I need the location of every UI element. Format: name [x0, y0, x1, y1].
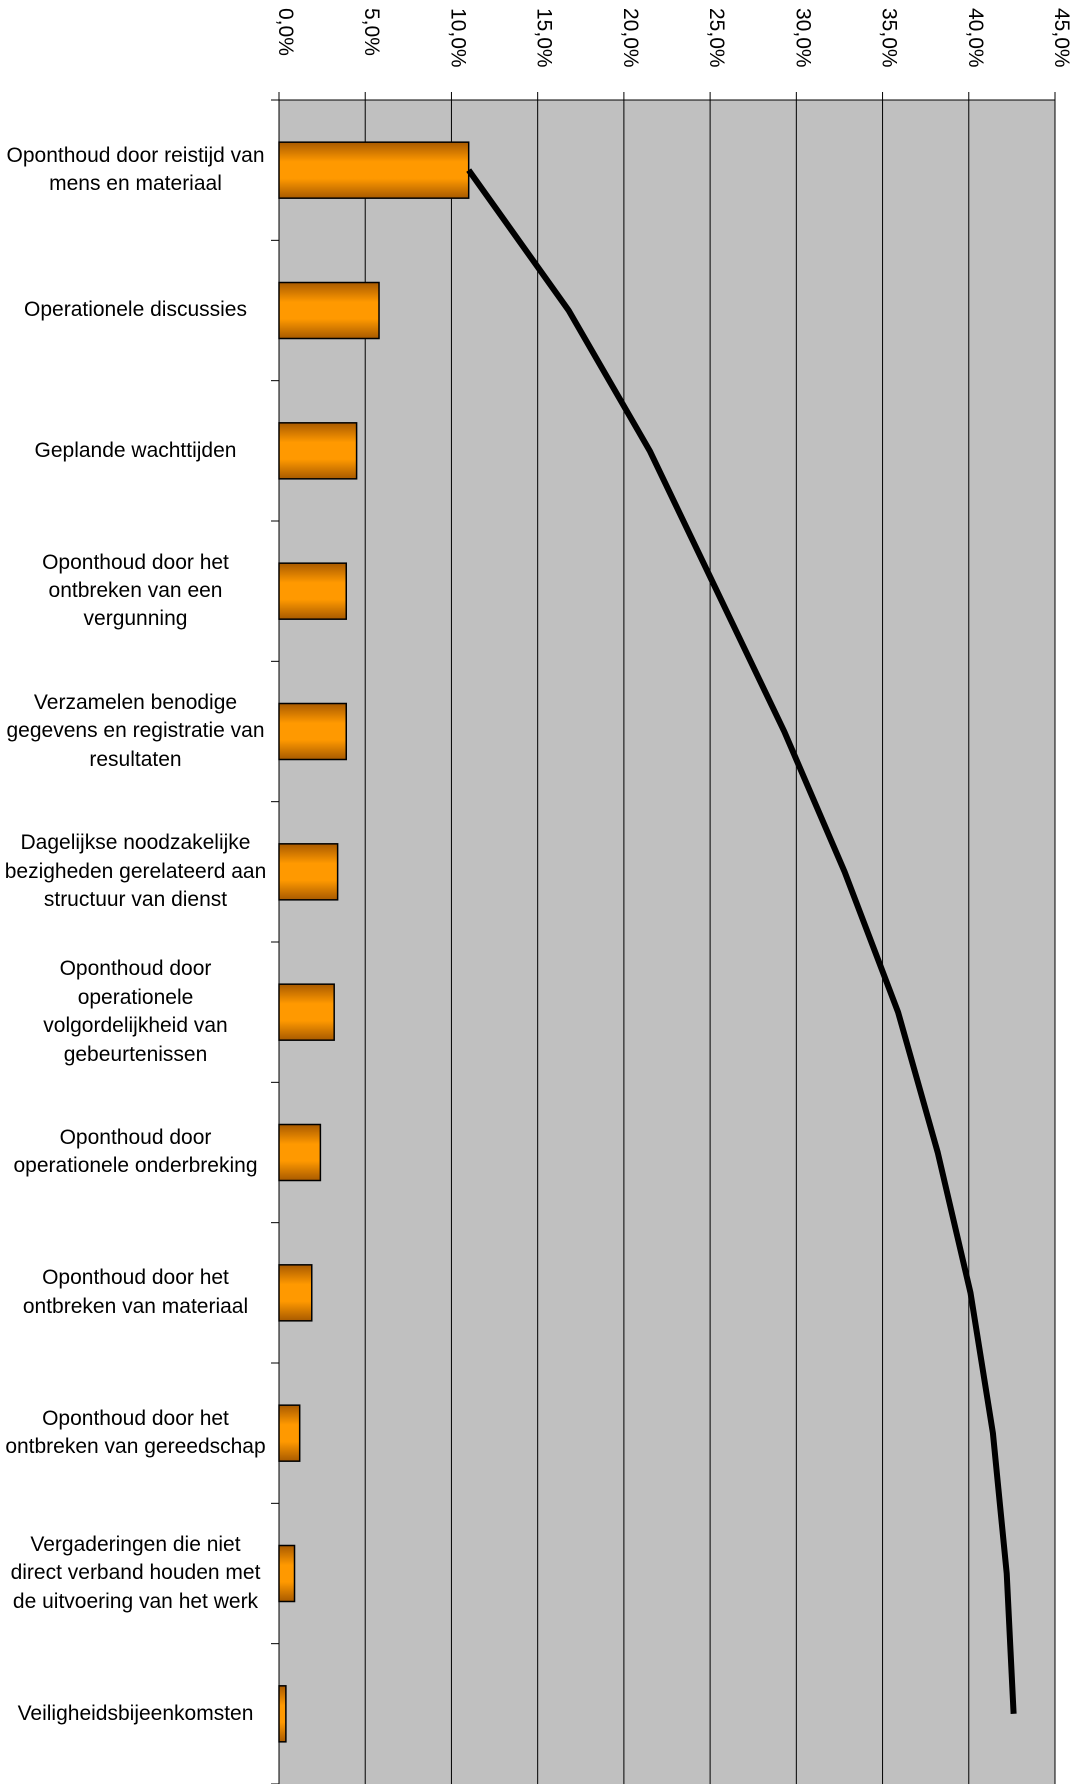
x-tick-label: 35,0%: [878, 8, 901, 68]
x-tick-label: 30,0%: [791, 8, 814, 68]
category-label: Veiligheidsbijeenkomsten: [17, 1701, 254, 1725]
bar: [278, 983, 335, 1041]
category-label: Oponthoud door operationele volgordelijk…: [43, 957, 228, 1066]
category-text: Operationele discussies: [24, 298, 247, 322]
bar: [278, 141, 470, 199]
x-tick-label: 45,0%: [1050, 8, 1072, 68]
category-text: Verzamelen benodige gegevens en registra…: [6, 690, 265, 771]
category-text: Oponthoud door operationele onderbreking: [13, 1126, 258, 1178]
bar: [278, 1123, 322, 1182]
x-tick-label: 20,0%: [619, 8, 642, 68]
category-text: Oponthoud door het ontbreken van gereeds…: [5, 1406, 266, 1459]
x-tick-label: 0,0%: [274, 8, 297, 56]
x-tick-label: 5,0%: [360, 8, 383, 56]
category-label: Verzamelen benodige gegevens en registra…: [6, 690, 265, 771]
plot-area: [279, 100, 1055, 1784]
x-tick-label: 10,0%: [446, 8, 469, 68]
category-text: Oponthoud door het ontbreken van materia…: [22, 1266, 249, 1318]
category-label: Geplande wachttijden: [34, 438, 237, 462]
bar: [278, 1404, 301, 1462]
x-tick-label: 25,0%: [705, 8, 728, 68]
category-label: Vergaderingen die niet direct verband ho…: [10, 1532, 261, 1613]
bar: [278, 843, 339, 901]
x-tick-label: 40,0%: [964, 8, 987, 68]
category-text: Dagelijkse noodzakelijke bezigheden gere…: [4, 831, 267, 911]
bar: [278, 562, 348, 620]
bar: [278, 1685, 287, 1743]
category-text: Oponthoud door operationele volgordelijk…: [43, 957, 228, 1066]
bar: [278, 1264, 313, 1322]
bar: [278, 702, 348, 761]
bar: [278, 1544, 296, 1603]
category-label: Oponthoud door operationele onderbreking: [13, 1126, 258, 1178]
category-label: Operationele discussies: [24, 298, 247, 322]
category-label: Oponthoud door het ontbreken van materia…: [22, 1266, 249, 1318]
category-text: Oponthoud door reistijd van mens en mate…: [6, 143, 265, 196]
bar: [278, 281, 380, 340]
category-text: Veiligheidsbijeenkomsten: [17, 1701, 254, 1725]
bar: [278, 422, 358, 480]
category-text: Geplande wachttijden: [34, 438, 237, 462]
category-label: Dagelijkse noodzakelijke bezigheden gere…: [4, 831, 267, 911]
x-tick-label: 15,0%: [533, 8, 556, 68]
category-label: Oponthoud door het ontbreken van gereeds…: [5, 1406, 266, 1459]
cumulative-line: [466, 168, 1017, 1714]
category-text: Oponthoud door het ontbreken van een ver…: [42, 550, 229, 631]
category-text: Vergaderingen die niet direct verband ho…: [10, 1532, 261, 1613]
category-label: Oponthoud door reistijd van mens en mate…: [6, 143, 265, 196]
category-label: Oponthoud door het ontbreken van een ver…: [42, 550, 229, 631]
